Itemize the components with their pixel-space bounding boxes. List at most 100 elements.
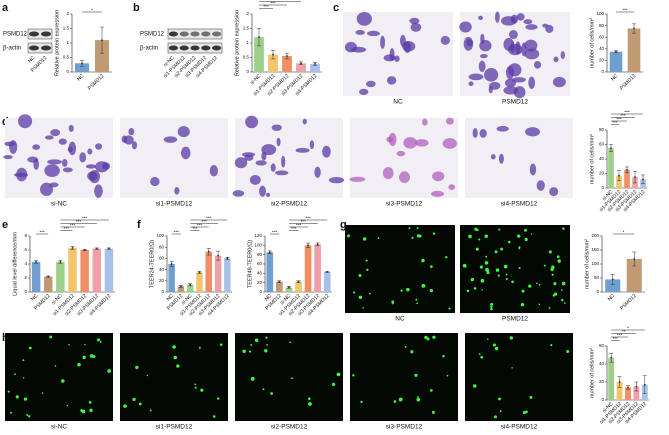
x-tick-label: NC (607, 293, 617, 303)
cell (408, 227, 411, 230)
bar (92, 248, 102, 292)
cell (77, 362, 81, 367)
cell (553, 292, 558, 296)
cell (369, 292, 371, 295)
blot-band (212, 31, 222, 37)
cell (478, 60, 486, 72)
y-tick-label: 20 (159, 278, 165, 283)
cell (521, 289, 525, 293)
cell (561, 289, 563, 291)
y-axis-label: TEER48-TEER0(Ω) (247, 240, 253, 288)
lane-label: NC (27, 55, 37, 65)
data-point (643, 383, 646, 386)
bar (43, 276, 53, 292)
cell (380, 35, 386, 49)
cell (562, 227, 565, 230)
y-tick-label: 0 (66, 69, 69, 74)
y-tick-label: 4 (24, 261, 27, 266)
bar (304, 245, 312, 292)
data-point (633, 27, 635, 30)
bar (282, 56, 292, 72)
cell (270, 163, 276, 172)
y-tick-label: 1.5 (243, 26, 250, 31)
y-tick-label: 20 (599, 171, 605, 176)
cell (146, 374, 149, 377)
cell (549, 187, 559, 197)
cell (362, 237, 367, 241)
y-tick-label: 2 (246, 11, 249, 16)
cell (448, 307, 451, 310)
data-point (108, 247, 110, 250)
cell (492, 343, 496, 347)
y-tick-label: 20 (599, 379, 605, 384)
cell (557, 259, 561, 263)
cell (270, 392, 273, 395)
cell (528, 284, 532, 288)
data-point (618, 174, 620, 177)
cell (84, 343, 86, 346)
cell (503, 264, 508, 269)
cell (54, 365, 57, 367)
cell (219, 343, 223, 346)
cell (396, 150, 406, 157)
cell (28, 346, 32, 350)
y-axis-label: Liquid level difference/mm (12, 232, 18, 296)
data-point (81, 62, 83, 65)
cell (352, 291, 356, 294)
cell (448, 184, 456, 190)
data-point (35, 261, 37, 263)
cell (498, 397, 501, 401)
cell (431, 410, 435, 414)
y-tick-label: 80 (257, 252, 263, 257)
bar (266, 252, 274, 292)
cell (132, 397, 136, 402)
cell (322, 145, 331, 158)
cell (347, 234, 350, 238)
cell (271, 124, 282, 131)
cell (432, 335, 436, 339)
significance-label: *** (206, 216, 212, 221)
cell (483, 67, 499, 82)
image-caption: si3-PSMD12 (386, 201, 423, 208)
cell (213, 415, 216, 418)
cell (525, 127, 540, 137)
panel-label: a (2, 2, 9, 14)
cell (358, 295, 363, 299)
cell (135, 365, 139, 370)
cell (414, 373, 418, 377)
bar (254, 37, 264, 72)
cell (432, 171, 445, 182)
cell (331, 382, 336, 386)
cell (416, 397, 421, 402)
cell (261, 151, 267, 161)
cell (473, 287, 477, 290)
cell (403, 137, 418, 149)
cell (446, 374, 449, 377)
cell (426, 337, 430, 341)
cell (536, 282, 538, 285)
cell (234, 157, 248, 169)
cell (414, 139, 429, 147)
cell (402, 41, 416, 52)
image-caption: PSMD12 (502, 316, 528, 323)
y-tick-label: 120 (254, 233, 262, 238)
cell (416, 302, 418, 305)
cell (480, 355, 484, 359)
cell (507, 240, 511, 244)
cell (173, 355, 178, 360)
panel-label: b (133, 2, 140, 14)
image-caption: si-NC (51, 201, 68, 208)
cell (366, 268, 369, 272)
cell (479, 54, 488, 59)
cell (360, 400, 363, 403)
significance-label: *** (40, 230, 46, 235)
significance-label: *** (174, 230, 180, 235)
cell (276, 137, 281, 147)
cell (79, 152, 87, 163)
y-tick-label: 80 (159, 244, 165, 249)
data-point (610, 147, 612, 150)
cell (494, 346, 499, 351)
cell (418, 234, 422, 238)
cell (500, 247, 504, 251)
y-axis-label: Relative protein expression (234, 10, 240, 76)
